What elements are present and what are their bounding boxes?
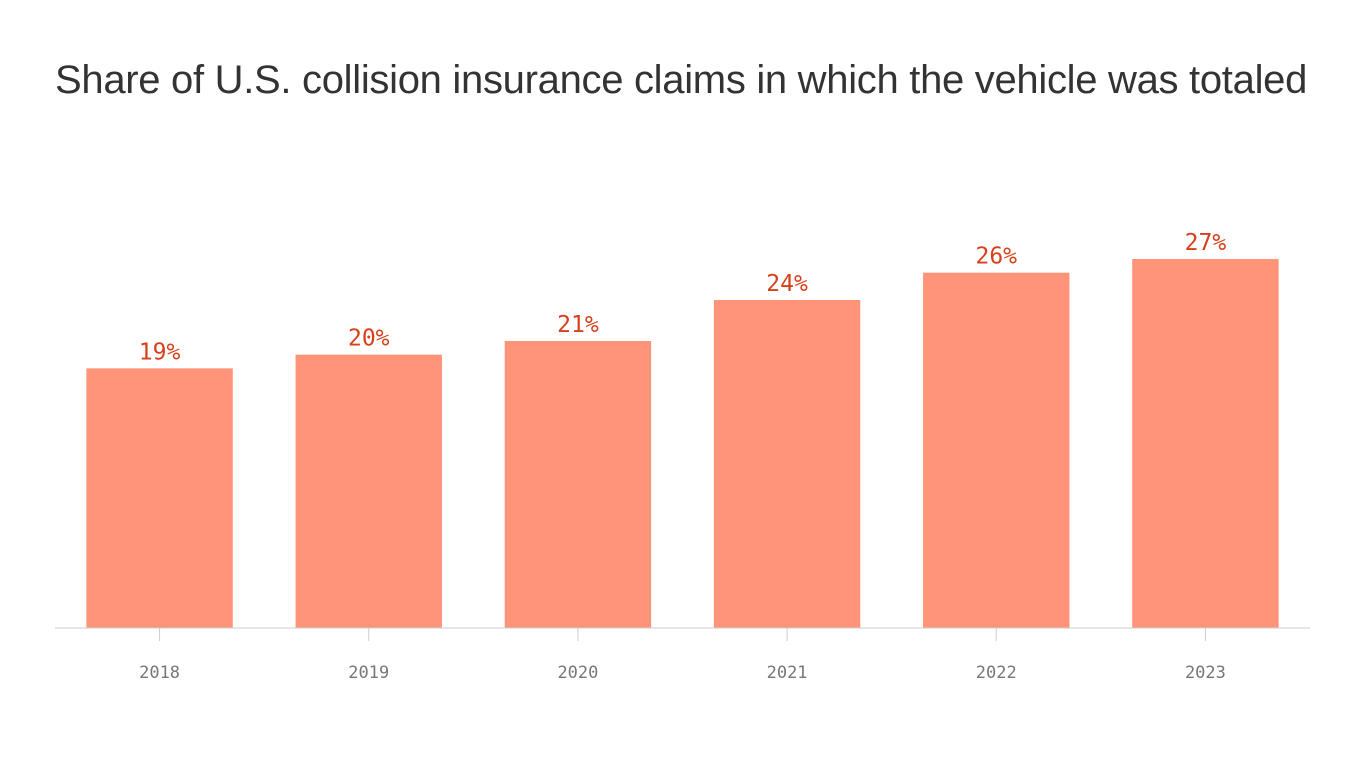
value-label: 19% [139,339,181,365]
value-label: 24% [766,271,808,297]
x-tick-label: 2021 [767,663,808,683]
x-tick-label: 2018 [139,663,180,683]
bar [86,368,233,628]
bar [295,354,442,628]
bar [504,341,652,628]
bar [1132,259,1279,628]
value-label: 27% [1185,230,1227,256]
bar [713,300,861,628]
value-label: 26% [975,244,1017,270]
x-tick-label: 2020 [557,663,598,683]
value-label: 20% [348,326,390,352]
bar [923,272,1070,628]
x-tick-label: 2022 [976,663,1017,683]
x-tick-label: 2023 [1185,663,1226,683]
x-tick-label: 2019 [348,663,389,683]
value-label: 21% [557,312,599,338]
chart-title: Share of U.S. collision insurance claims… [55,58,1308,102]
